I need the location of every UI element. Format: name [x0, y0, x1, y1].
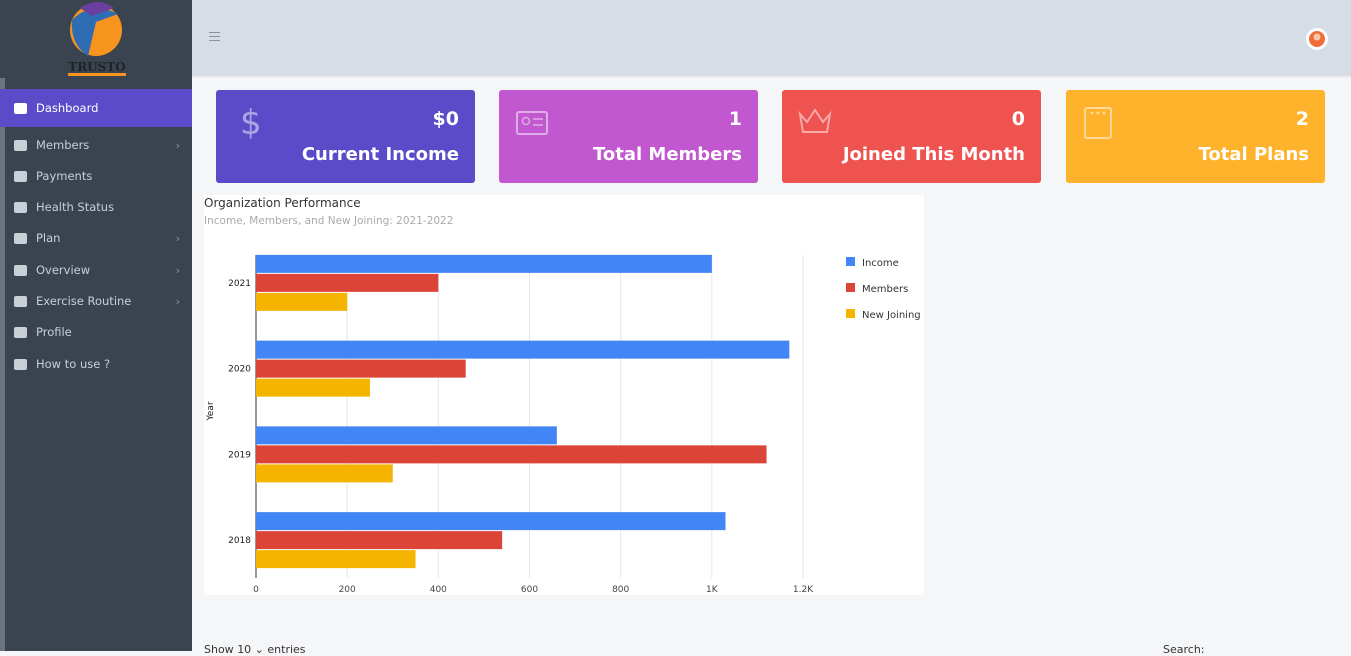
y-tick-label: 2018 [228, 536, 251, 546]
legend-swatch [846, 257, 855, 266]
chart-title: Organization Performance [204, 196, 361, 210]
legend-label: New Joining [862, 310, 921, 321]
x-tick-label: 1K [706, 585, 719, 595]
chart-card: Organization Performance Income, Members… [204, 195, 924, 595]
bar [256, 254, 712, 273]
menu-label: How to use ? [36, 357, 111, 371]
x-tick-label: 1.2K [793, 585, 814, 595]
length-control[interactable]: Show 10 ⌄ entries [204, 643, 306, 656]
card-value: 0 [1011, 108, 1025, 130]
menu-item[interactable]: Payments [0, 157, 192, 195]
menu-label: Overview [36, 263, 91, 277]
bar [256, 292, 348, 311]
bar [256, 378, 370, 397]
stat-card[interactable]: 0 Joined This Month [782, 90, 1041, 183]
chevron: › [175, 231, 180, 245]
y-tick-label: 2019 [228, 450, 251, 460]
card-label: Current Income [301, 144, 459, 165]
card-value: $0 [432, 108, 459, 130]
label: Show [204, 643, 234, 656]
menu-toggle[interactable] [209, 32, 220, 41]
menu-icon [14, 232, 27, 244]
menu-icon [14, 139, 27, 151]
menu-item[interactable]: Profile [0, 313, 192, 351]
y-axis-label: Year [206, 401, 216, 421]
chart-subtitle: Income, Members, and New Joining: 2021-2… [204, 215, 453, 227]
stat-card[interactable]: 1 Total Members [499, 90, 758, 183]
avatar[interactable] [1305, 27, 1329, 51]
legend-label: Income [862, 258, 899, 269]
bar [256, 512, 726, 531]
bar [256, 445, 767, 464]
legend-swatch [846, 309, 855, 318]
logo-text: TRUSTO [68, 60, 125, 74]
menu-label: Members [36, 138, 90, 152]
select[interactable]: 10 [237, 643, 252, 656]
card-icon: $ [240, 104, 262, 142]
menu-icon [14, 264, 27, 276]
x-tick-label: 0 [253, 585, 259, 595]
menu-label: Plan [36, 231, 61, 245]
menu-item[interactable]: Plan › [0, 219, 192, 257]
x-tick-label: 200 [339, 585, 356, 595]
card-label: Total Members [592, 144, 742, 165]
menu-label: Payments [36, 169, 93, 183]
x-tick-label: 800 [612, 585, 629, 595]
bar [256, 359, 466, 378]
card-icon [516, 111, 548, 135]
menu-item[interactable]: Dashboard [0, 89, 192, 127]
sidebar-strip [0, 78, 5, 651]
logo: TRUSTO [68, 2, 126, 76]
x-tick-label: 600 [521, 585, 538, 595]
bar [256, 464, 393, 483]
card-label: Total Plans [1198, 144, 1309, 165]
menu-item[interactable]: Overview › [0, 251, 192, 289]
menu-label: Health Status [36, 200, 115, 214]
menu-icon [14, 201, 27, 213]
legend-label: Members [862, 284, 908, 295]
menu-icon [14, 326, 27, 338]
menu-icon [14, 358, 27, 370]
menu-label: Dashboard [36, 101, 99, 115]
menu-item[interactable]: Exercise Routine › [0, 282, 192, 320]
stat-card[interactable]: 2 Total Plans [1066, 90, 1325, 183]
menu-icon [14, 102, 27, 114]
menu-label: Exercise Routine [36, 294, 132, 308]
x-tick-label: 400 [430, 585, 447, 595]
chevron: › [175, 294, 180, 308]
label: entries [267, 643, 306, 656]
stat-card[interactable]: $ $0 Current Income [216, 90, 475, 183]
bar [256, 531, 503, 550]
menu-item[interactable]: Members › [0, 126, 192, 164]
header [192, 0, 1351, 78]
y-tick-label: 2021 [228, 279, 251, 289]
chevron: › [175, 138, 180, 152]
menu-item[interactable]: How to use ? [0, 345, 192, 383]
card-value: 2 [1295, 108, 1309, 130]
chevron: › [175, 263, 180, 277]
card-value: 1 [728, 108, 742, 130]
legend-swatch [846, 283, 855, 292]
svg-text:$: $ [240, 104, 262, 142]
card-icon [798, 108, 832, 133]
chart: Organization Performance Income, Members… [204, 196, 921, 595]
bar [256, 426, 557, 445]
search-label: Search: [1163, 643, 1205, 656]
menu-icon [14, 170, 27, 182]
card-icon [1084, 107, 1112, 139]
menu-label: Profile [36, 325, 72, 339]
y-tick-label: 2020 [228, 365, 251, 375]
bar [256, 340, 790, 359]
menu-icon [14, 295, 27, 307]
bar [256, 550, 416, 569]
bar [256, 273, 439, 292]
sidebar: TRUSTO Dashboard Members › Payments Health S… [0, 0, 192, 651]
card-label: Joined This Month [842, 144, 1025, 165]
menu-item[interactable]: Health Status [0, 188, 192, 226]
